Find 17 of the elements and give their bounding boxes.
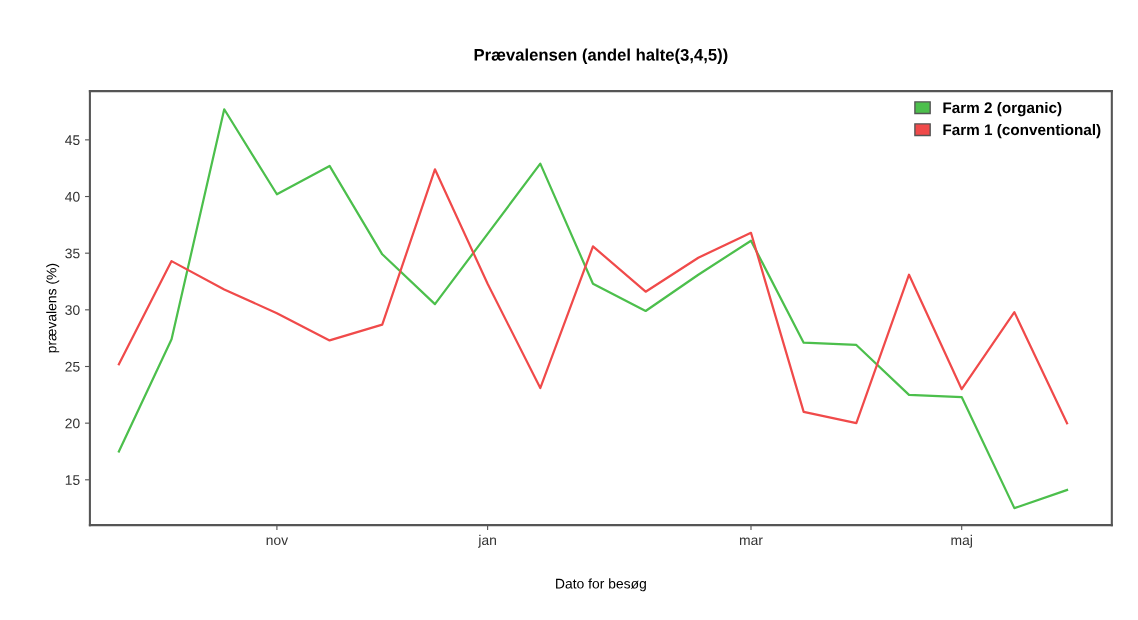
line-series bbox=[117, 168, 1069, 425]
y-tick-label: 20 bbox=[65, 418, 80, 429]
y-tick-label: 15 bbox=[65, 475, 80, 485]
x-tick-label: maj bbox=[951, 534, 972, 548]
x-axis-title: Dato for besøg bbox=[556, 578, 646, 592]
y-tick-label: 35 bbox=[65, 248, 80, 259]
y-tick-label: 45 bbox=[65, 135, 80, 146]
chart-title: Prævalensen (andel halte(3,4,5)) bbox=[474, 48, 728, 65]
y-axis-title: prævalens (%) bbox=[46, 263, 60, 353]
y-tick-label: 25 bbox=[65, 361, 80, 372]
legend-label: Farm 1 (conventional) bbox=[943, 123, 1101, 139]
x-tick-label: mar bbox=[739, 537, 763, 546]
x-tick-label: nov bbox=[266, 537, 289, 546]
y-tick-label: 30 bbox=[65, 305, 80, 316]
legend-label: Farm 2 (organic) bbox=[943, 101, 1062, 117]
y-tick-label: 40 bbox=[65, 191, 80, 202]
x-tick-label: jan bbox=[478, 534, 496, 548]
